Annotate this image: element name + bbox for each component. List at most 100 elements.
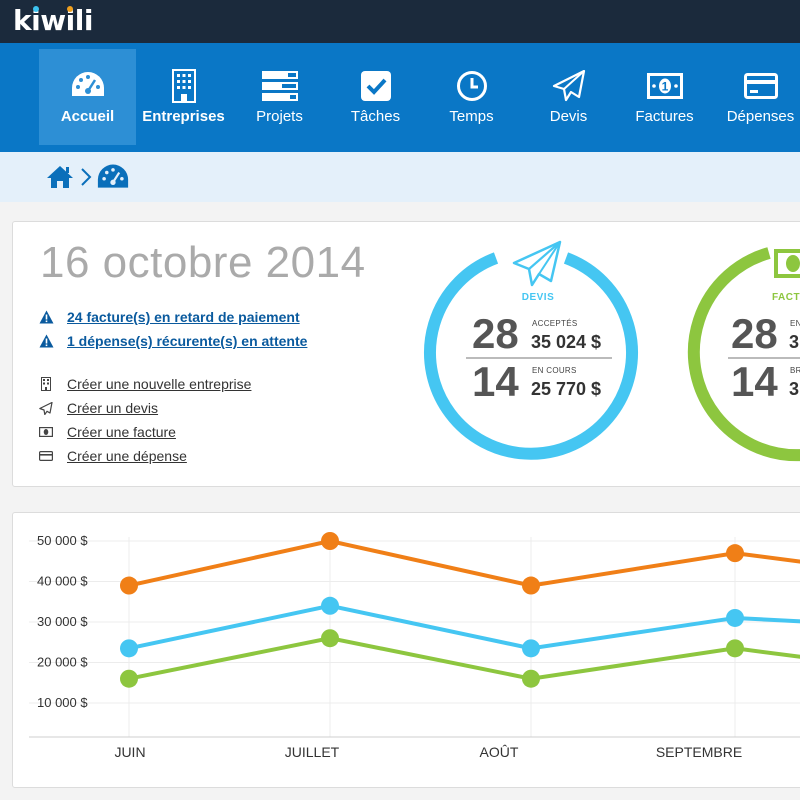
warning-icon <box>39 334 54 348</box>
line-chart: 50 000 $ 40 000 $ 30 000 $ 20 000 $ 10 000 $… <box>29 532 800 760</box>
data-point[interactable] <box>522 639 540 658</box>
warning-icon <box>39 310 54 324</box>
action-new-invoice: Créer une facture <box>39 422 176 442</box>
paper-plane-icon <box>520 69 617 103</box>
factures-title: FACT <box>772 292 800 303</box>
x-tick-label: AOÛT <box>480 744 519 760</box>
nav-label: Tâches <box>350 108 401 125</box>
nav-item-devis[interactable]: Devis <box>520 49 617 145</box>
series-line <box>128 603 800 651</box>
y-tick-label: 50 000 $ <box>37 533 88 548</box>
nav-label: Factures <box>635 108 694 125</box>
create-invoice-link[interactable]: Créer une facture <box>67 424 176 440</box>
paper-plane-icon <box>512 240 562 287</box>
checkbox-icon <box>327 69 424 103</box>
series-line <box>128 636 800 681</box>
banknote-icon: 1 <box>616 69 713 103</box>
x-tick-label: JUIN <box>114 744 145 760</box>
logo-letter: w <box>40 4 66 37</box>
nav-item-temps[interactable]: Temps <box>423 49 520 145</box>
ring-widgets <box>424 240 800 462</box>
devis-pending-amount: 25 770 $ <box>531 379 602 399</box>
action-new-quote: Créer un devis <box>39 398 158 418</box>
nav-label: Accueil <box>60 108 115 125</box>
data-point[interactable] <box>321 629 339 648</box>
nav-item-taches[interactable]: Tâches <box>327 49 424 145</box>
data-point[interactable] <box>120 669 138 688</box>
y-tick-label: 10 000 $ <box>37 695 88 710</box>
logo-letter: i <box>83 4 94 37</box>
devis-ring <box>424 252 638 460</box>
current-date: 16 octobre 2014 <box>40 238 366 287</box>
clock-icon <box>423 69 520 103</box>
main-nav: Accueil Entreprises <box>0 43 800 152</box>
data-point[interactable] <box>120 576 138 595</box>
nav-label: Projets <box>256 108 303 125</box>
factures-amount-1: 3 <box>789 332 800 352</box>
svg-text:1: 1 <box>661 80 668 94</box>
y-tick-label: 30 000 $ <box>37 614 88 629</box>
credit-card-icon <box>39 449 53 463</box>
overdue-invoices-link[interactable]: 24 facture(s) en retard de paiement <box>67 309 300 325</box>
factures-amount-2: 3 <box>789 379 800 399</box>
data-point[interactable] <box>726 544 744 563</box>
chart-card: 50 000 $ 40 000 $ 30 000 $ 20 000 $ 10 000 $… <box>12 512 800 788</box>
data-point[interactable] <box>321 596 339 615</box>
data-point[interactable] <box>522 669 540 688</box>
nav-item-accueil[interactable]: Accueil <box>39 49 136 145</box>
nav-item-entreprises[interactable]: Entreprises <box>135 49 232 145</box>
logo-letter: i <box>65 4 76 37</box>
gauge-icon[interactable] <box>97 163 129 191</box>
nav-label: Entreprises <box>142 108 225 125</box>
create-company-link[interactable]: Créer une nouvelle entreprise <box>67 376 252 392</box>
factures-label-2: BR <box>790 366 800 375</box>
alert-overdue-invoices: 24 facture(s) en retard de paiement <box>39 307 300 327</box>
banknote-icon <box>39 425 53 439</box>
y-tick-label: 20 000 $ <box>37 655 88 670</box>
devis-pending-count: 14 <box>472 358 519 405</box>
nav-label: Devis <box>549 108 588 125</box>
summary-card: 16 octobre 2014 24 facture(s) en retard … <box>12 221 800 487</box>
devis-pending-label: EN COURS <box>532 366 577 375</box>
y-tick-label: 40 000 $ <box>37 574 88 589</box>
devis-title: DEVIS <box>521 292 555 303</box>
nav-label: Temps <box>449 108 494 125</box>
nav-item-factures[interactable]: 1 Factures <box>616 49 713 145</box>
factures-count-1: 28 <box>731 310 778 357</box>
action-new-company: Créer une nouvelle entreprise <box>39 374 251 394</box>
data-point[interactable] <box>120 639 138 658</box>
banknote-icon <box>772 247 800 281</box>
data-point[interactable] <box>321 532 339 550</box>
devis-accepted-label: ACCEPTÉS <box>532 319 578 328</box>
data-point[interactable] <box>726 639 744 658</box>
home-icon[interactable] <box>46 164 74 190</box>
nav-label: Dépenses <box>726 108 795 125</box>
building-icon <box>39 377 53 391</box>
data-point[interactable] <box>522 576 540 595</box>
create-expense-link[interactable]: Créer une dépense <box>67 448 187 464</box>
chevron-right-icon <box>80 166 92 188</box>
logo-letter: i <box>31 4 41 37</box>
nav-item-projets[interactable]: Projets <box>231 49 328 145</box>
data-point[interactable] <box>726 608 744 627</box>
logo-letter: k <box>13 4 32 37</box>
action-new-expense: Créer une dépense <box>39 446 187 466</box>
kiwili-logo[interactable]: ki wi li <box>13 3 93 39</box>
devis-accepted-count: 28 <box>472 310 519 357</box>
series-line <box>128 538 800 588</box>
x-tick-label: SEPTEMBRE <box>656 744 742 760</box>
factures-count-2: 14 <box>731 358 778 405</box>
logo-letter: l <box>74 4 85 37</box>
recurring-expenses-link[interactable]: 1 dépense(s) récurente(s) en attente <box>67 333 308 349</box>
gauge-icon <box>39 69 136 103</box>
alert-recurring-expenses: 1 dépense(s) récurente(s) en attente <box>39 331 307 351</box>
factures-label-1: EN <box>790 319 800 328</box>
devis-accepted-amount: 35 024 $ <box>531 332 602 352</box>
create-quote-link[interactable]: Créer un devis <box>67 400 159 416</box>
breadcrumb <box>0 152 800 202</box>
paper-plane-icon <box>39 401 53 415</box>
factures-ring <box>687 247 800 462</box>
nav-item-depenses[interactable]: Dépenses <box>712 49 800 145</box>
projects-icon <box>231 69 328 103</box>
top-bar: ki wi li <box>0 0 800 43</box>
